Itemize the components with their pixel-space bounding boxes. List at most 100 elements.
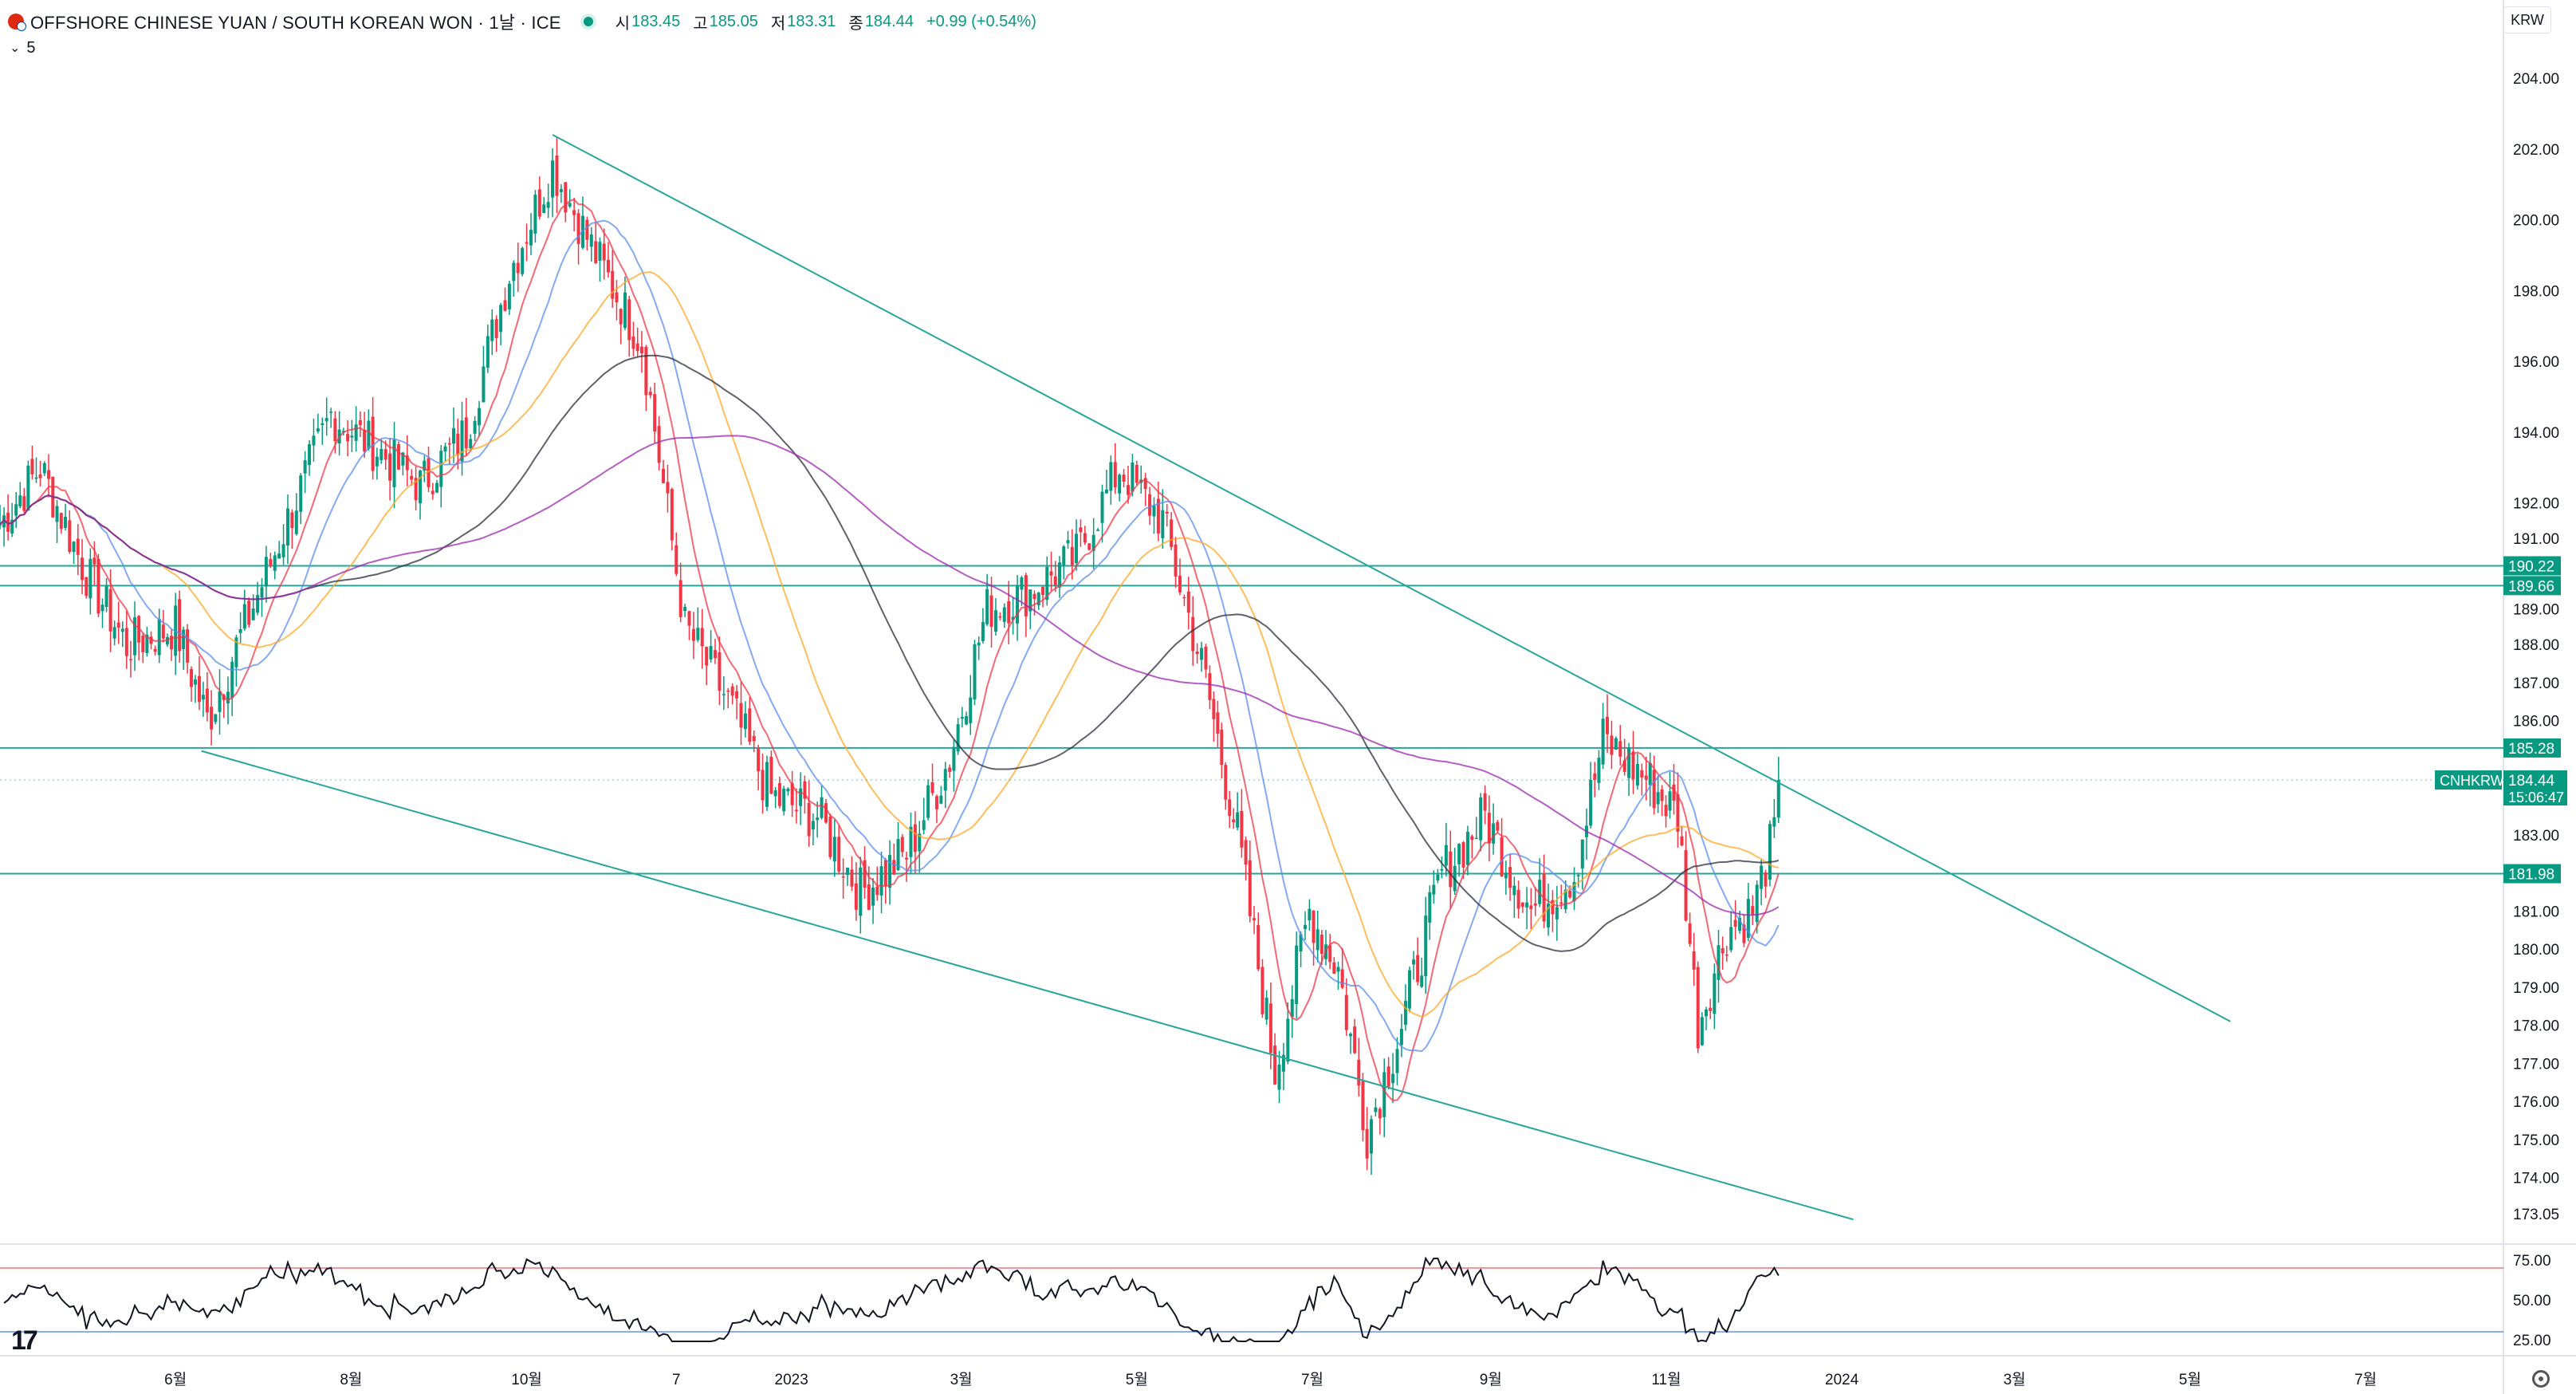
candle-body [1403,1001,1407,1025]
candle-body [828,817,832,857]
candle-body [68,520,72,553]
candle-body [100,604,104,612]
candle-body [1118,475,1122,494]
candle-body [333,418,337,442]
candle-body [85,577,88,597]
candle-body [1760,865,1764,889]
candle-body [1365,1128,1369,1159]
candle-body [965,715,969,725]
candle-body [1100,491,1104,523]
candle-body [260,587,264,598]
candle-body [76,538,80,555]
level-price-label: 189.66 [2508,578,2554,595]
market-status-icon[interactable] [583,17,593,26]
candle-body [1264,998,1268,1020]
candle-body [1370,1119,1374,1154]
candle-body [423,460,427,471]
time-tick-label: 2024 [1825,1372,1859,1388]
symbol-title[interactable]: OFFSHORE CHINESE YUAN / SOUTH KOREAN WON… [30,13,561,33]
candle-body [1692,951,1696,970]
chart-header: OFFSHORE CHINESE YUAN / SOUTH KOREAN WON… [8,8,1049,35]
candle-body [934,796,938,809]
high-label: 고 [693,14,708,33]
time-tick-label: 11월 [1651,1371,1681,1388]
change-value: +0.99 (+0.54%) [926,12,1036,30]
candle-body [525,242,529,244]
candle-body [1461,842,1465,868]
candle-body [1580,839,1584,868]
candle-body [1232,819,1236,823]
candle-body [1457,844,1461,864]
candle-body [1547,904,1551,927]
gear-icon[interactable] [2532,1370,2550,1388]
candle-body [1776,780,1780,818]
candle-body [354,424,358,441]
candle-body [157,619,161,656]
candle-body [981,622,985,641]
candle-body [678,580,682,617]
candle-body [837,837,841,872]
candle-body [1135,464,1139,483]
candle-body [419,471,423,504]
candle-body [627,299,631,341]
candle-body [611,270,615,299]
candle-body [589,234,593,247]
candle-body [294,510,298,534]
candle-body [1725,954,1728,956]
candle-body [1709,1007,1713,1011]
time-tick-label: 7월 [2354,1371,2377,1388]
candle-body [1273,1046,1277,1085]
candle-body [1733,919,1737,927]
candle-body [691,628,695,641]
candle-body [1622,760,1626,772]
candle-body [247,601,251,625]
high-value: 185.05 [709,12,758,30]
chevron-down-icon[interactable]: ⌄ [10,41,21,55]
price-tick-label: 202.00 [2513,142,2559,159]
candle-body [1538,880,1542,904]
candle-body [989,595,993,627]
tradingview-logo-icon[interactable]: 17 [11,1325,38,1356]
candle-body [1277,1064,1281,1090]
candle-body [358,419,362,426]
last-price-tag [2503,770,2567,806]
candle-body [542,204,546,213]
candle-body [1024,575,1028,616]
candle-body [769,756,773,794]
level-price-tag [2503,738,2561,758]
currency-selector[interactable]: KRW [2503,6,2551,33]
candle-body [34,477,38,479]
candle-body [64,517,68,528]
candle-body [1200,648,1204,660]
indicator-legend[interactable]: ⌄ 5 [10,37,36,59]
candle-body [1479,797,1483,841]
candle-body [606,259,610,273]
price-tick-label: 178.00 [2513,1018,2559,1035]
candle-body [281,544,285,557]
time-tick-label: 6월 [164,1371,187,1388]
candle-body [1212,699,1216,719]
candle-body [918,833,922,852]
candle-body [657,426,661,463]
candle-body [875,886,879,896]
candle-body [324,418,328,422]
candle-body [1070,546,1074,565]
candle-body [913,824,917,853]
candle-body [473,420,477,434]
candle-body [670,489,674,541]
candle-body [2,515,6,528]
candle-body [568,203,572,207]
candle-body [594,241,598,263]
open-label: 시 [615,14,631,33]
candle-body [1465,831,1469,865]
lower-trendline [201,750,1854,1221]
candle-body [1768,824,1772,880]
candle-body [1772,817,1776,827]
candle-body [170,636,174,650]
candle-body [1303,924,1307,929]
candle-body [832,837,836,862]
candle-body [930,782,934,793]
candle-body [182,629,186,649]
candle-body [700,628,704,647]
